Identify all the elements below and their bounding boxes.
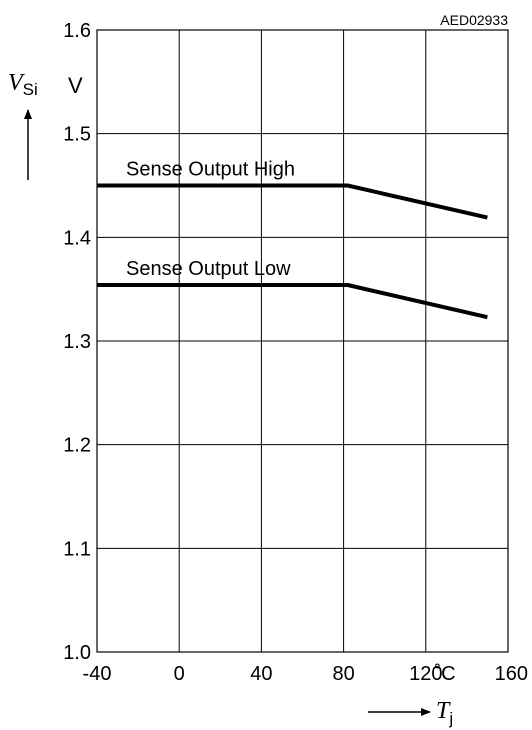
y-tick-label: 1.1 (63, 538, 91, 560)
y-tick-label: 1.4 (63, 227, 91, 249)
series-label-1: Sense Output Low (126, 258, 291, 280)
x-axis-unit: ˚C (434, 663, 455, 685)
series-lines (97, 183, 488, 320)
series-labels: Sense Output High Sense Output Low (126, 159, 295, 281)
y-tick-label: 1.2 (63, 435, 91, 457)
y-tick-label: 1.3 (63, 331, 91, 353)
series-line-0 (97, 183, 488, 220)
y-tick-labels: 1.0 1.1 1.2 1.3 1.4 1.5 1.6 (63, 20, 91, 664)
x-tick-label: -40 (83, 663, 112, 685)
y-tick-label: 1.5 (63, 124, 91, 146)
y-axis-unit: V (68, 73, 83, 98)
x-tick-label: 0 (174, 663, 185, 685)
grid-lines (97, 30, 508, 652)
y-tick-label: 1.0 (63, 642, 91, 664)
x-tick-label: 120 (409, 663, 442, 685)
plot-frame (96, 29, 509, 653)
x-tick-label: 80 (332, 663, 354, 685)
y-tick-label: 1.6 (63, 20, 91, 42)
y-axis-label: VSi (8, 70, 38, 99)
figure-code: AED02933 (440, 12, 508, 28)
x-tick-label: 160 (495, 663, 528, 685)
series-label-0: Sense Output High (126, 159, 295, 181)
x-tick-labels: -40 0 40 80 120 160 (83, 663, 528, 685)
x-axis-label: Tj (436, 698, 453, 728)
x-tick-label: 40 (250, 663, 272, 685)
series-line-1 (97, 283, 488, 320)
